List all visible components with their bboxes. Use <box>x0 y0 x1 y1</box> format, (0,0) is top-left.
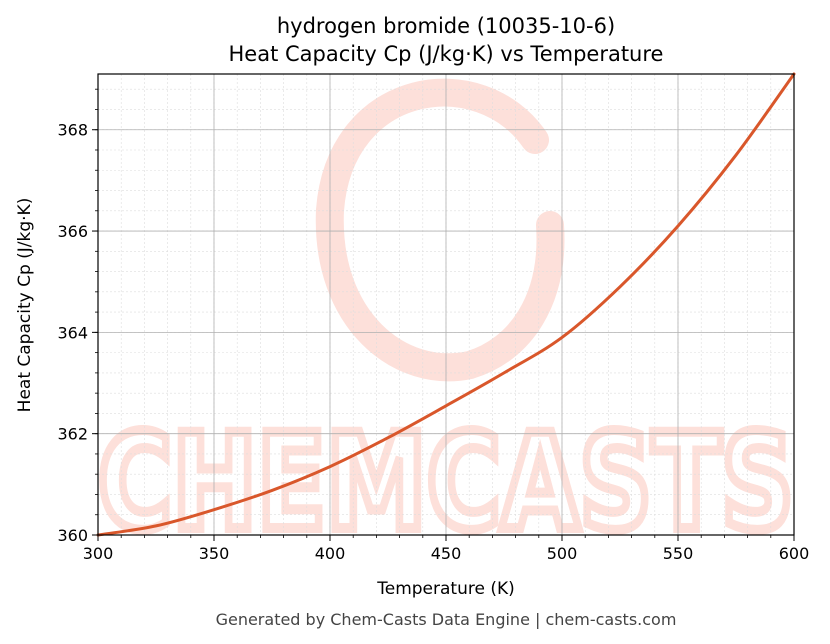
chart-subtitle: Heat Capacity Cp (J/kg·K) vs Temperature <box>229 42 664 66</box>
footer-credit: Generated by Chem-Casts Data Engine | ch… <box>216 610 677 629</box>
x-tick-label: 500 <box>547 544 578 563</box>
chart-title: hydrogen bromide (10035-10-6) <box>277 14 615 38</box>
series-line <box>96 72 796 537</box>
x-tick-label: 400 <box>315 544 346 563</box>
y-tick-label: 362 <box>57 425 88 444</box>
x-tick-label: 600 <box>779 544 810 563</box>
y-tick-label: 366 <box>57 222 88 241</box>
x-tick-labels: 300 350 400 450 500 550 600 <box>83 544 810 563</box>
y-tick-label: 368 <box>57 121 88 140</box>
y-axis-label: Heat Capacity Cp (J/kg·K) <box>15 198 35 413</box>
x-axis-label: Temperature (K) <box>376 579 515 599</box>
y-tick-label: 364 <box>57 323 88 342</box>
x-tick-label: 350 <box>199 544 230 563</box>
y-tick-labels: 360 362 364 366 368 <box>57 121 88 545</box>
x-tick-label: 300 <box>83 544 114 563</box>
y-tick-label: 360 <box>57 526 88 545</box>
watermark-logo-c <box>315 78 565 382</box>
x-tick-label: 450 <box>431 544 462 563</box>
axis-ticks <box>92 88 795 541</box>
x-tick-label: 550 <box>663 544 694 563</box>
